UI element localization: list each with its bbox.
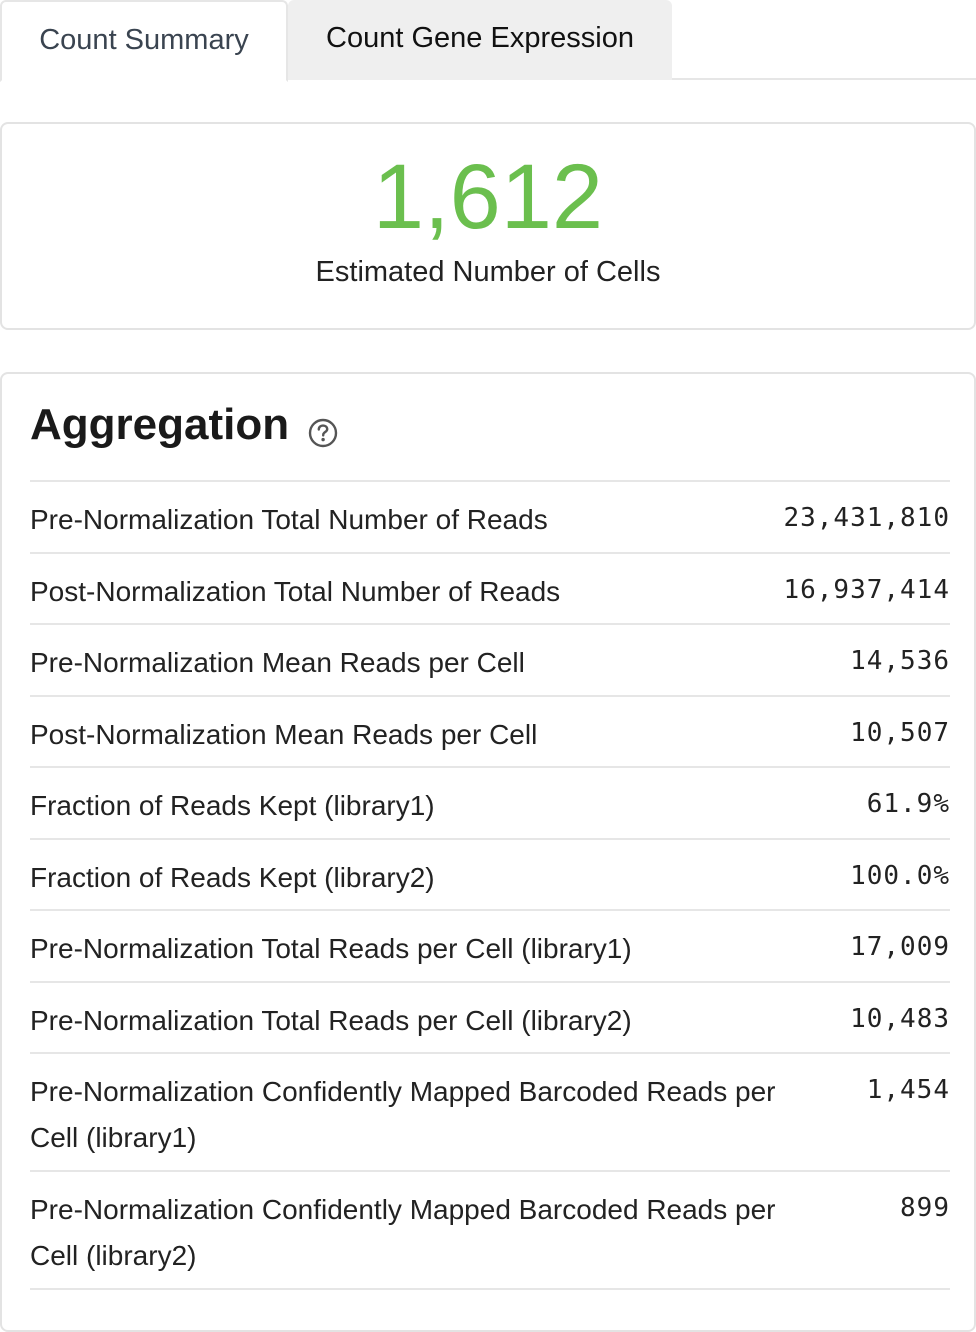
estimated-cells-card: 1,612 Estimated Number of Cells [0, 122, 976, 330]
metric-label: Fraction of Reads Kept (library2) [30, 861, 435, 893]
metric-label: Pre-Normalization Mean Reads per Cell [30, 647, 525, 678]
tab-count-summary[interactable]: Count Summary [0, 0, 288, 82]
aggregation-card: Aggregation Pre-Normalization Total Numb… [0, 372, 976, 1332]
tab-bar: Count Summary Count Gene Expression [0, 0, 976, 82]
metric-value: 10,507 [850, 717, 950, 748]
metric-value: 1,454 [866, 1075, 950, 1105]
table-row: Pre-Normalization Confidently Mapped Bar… [30, 1172, 950, 1290]
metric-value: 16,937,414 [783, 574, 950, 605]
metric-label: Post-Normalization Total Number of Reads [30, 575, 561, 607]
table-row: Pre-Normalization Total Reads per Cell (… [30, 911, 950, 983]
metric-label: Fraction of Reads Kept (library1) [30, 790, 435, 821]
estimated-cells-value: 1,612 [372, 146, 604, 248]
metric-value: 23,431,810 [783, 503, 950, 533]
question-circle-icon[interactable] [308, 418, 338, 448]
estimated-cells-label: Estimated Number of Cells [315, 256, 661, 288]
metric-label: Post-Normalization Mean Reads per Cell [30, 718, 538, 750]
table-row: Pre-Normalization Total Reads per Cell (… [30, 983, 950, 1054]
metric-value: 10,483 [850, 1003, 950, 1034]
metric-value: 61.9% [866, 789, 950, 819]
table-row: Fraction of Reads Kept (library2) 100.0% [30, 840, 950, 911]
table-row: Post-Normalization Mean Reads per Cell 1… [30, 697, 950, 768]
table-row: Pre-Normalization Total Number of Reads … [30, 482, 950, 554]
metric-value: 100.0% [850, 860, 950, 891]
metric-value: 17,009 [850, 932, 950, 962]
table-row: Post-Normalization Total Number of Reads… [30, 554, 950, 625]
table-row: Pre-Normalization Confidently Mapped Bar… [30, 1054, 950, 1172]
metric-value: 14,536 [850, 646, 950, 676]
table-row: Fraction of Reads Kept (library1) 61.9% [30, 768, 950, 840]
table-row: Pre-Normalization Mean Reads per Cell 14… [30, 625, 950, 697]
metric-label: Pre-Normalization Total Number of Reads [30, 504, 548, 535]
aggregation-metrics-table: Pre-Normalization Total Number of Reads … [30, 480, 950, 1290]
metric-value: 899 [900, 1193, 950, 1223]
metric-label: Pre-Normalization Total Reads per Cell (… [30, 1004, 632, 1036]
tab-count-gene-expression[interactable]: Count Gene Expression [288, 0, 672, 80]
aggregation-title: Aggregation [30, 400, 290, 449]
metric-label: Pre-Normalization Total Reads per Cell (… [30, 933, 632, 964]
metric-label: Pre-Normalization Confidently Mapped Bar… [30, 1194, 776, 1271]
metric-label: Pre-Normalization Confidently Mapped Bar… [30, 1076, 776, 1153]
